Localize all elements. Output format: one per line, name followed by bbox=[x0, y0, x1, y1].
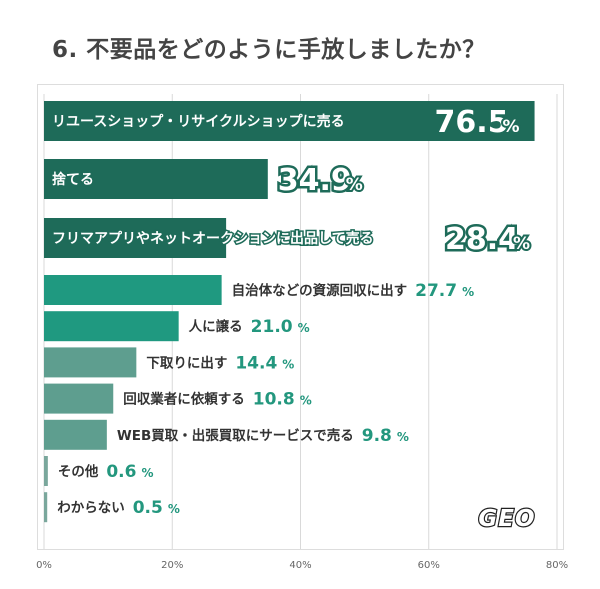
value-unit: % bbox=[346, 175, 363, 195]
value-unit: % bbox=[513, 234, 530, 254]
bar bbox=[44, 419, 107, 450]
bar bbox=[44, 101, 535, 141]
bar bbox=[44, 275, 222, 305]
value-label: 9.8 bbox=[362, 426, 392, 446]
category-label: フリマアプリやネットオークションに出品して売る bbox=[52, 230, 374, 247]
bar bbox=[44, 347, 137, 378]
value-label: 27.7 bbox=[415, 281, 457, 301]
x-tick-label: 20% bbox=[161, 560, 183, 571]
value-unit: % bbox=[141, 466, 153, 480]
bar bbox=[44, 159, 268, 199]
value-unit: % bbox=[503, 117, 520, 137]
x-axis-ticks: 0% 20% 40% 60% 80% bbox=[36, 560, 568, 571]
value-label: 76.5 bbox=[435, 105, 509, 140]
category-label: 人に譲る bbox=[189, 318, 243, 335]
chart-title: 6. 不要品をどのように手放しましたか？ bbox=[52, 37, 486, 63]
geo-logo: GEO bbox=[477, 505, 536, 532]
value-unit: % bbox=[462, 285, 474, 299]
x-tick-label: 60% bbox=[418, 560, 440, 571]
category-label: リユースショップ・リサイクルショップに売る bbox=[52, 113, 345, 130]
value-unit: % bbox=[282, 357, 294, 371]
chart-frame bbox=[37, 84, 564, 550]
x-tick-label: 80% bbox=[546, 560, 568, 571]
value-unit: % bbox=[298, 321, 310, 335]
category-label: その他 bbox=[58, 463, 99, 480]
value-label: 0.6 bbox=[106, 462, 136, 482]
bars bbox=[44, 101, 535, 523]
value-unit: % bbox=[397, 430, 409, 444]
bar bbox=[44, 456, 48, 486]
bar bbox=[44, 218, 227, 258]
category-label: 下取りに出す bbox=[146, 354, 227, 371]
bar bbox=[44, 492, 48, 523]
category-label: 回収業者に依頼する bbox=[123, 391, 245, 408]
bar bbox=[44, 311, 179, 342]
category-label: 捨てる bbox=[52, 171, 94, 188]
value-label: 28.4 bbox=[445, 222, 519, 257]
x-tick-label: 40% bbox=[289, 560, 311, 571]
labels: リユースショップ・リサイクルショップに売る 76.5% 捨てる 34.9% フリマアプリ… bbox=[51, 103, 533, 519]
value-label: 34.9 bbox=[278, 163, 352, 198]
value-label: 10.8 bbox=[253, 390, 295, 410]
value-label: 14.4 bbox=[235, 353, 277, 373]
category-label: わからない bbox=[57, 500, 125, 516]
value-label: 21.0 bbox=[251, 317, 293, 337]
x-tick-label: 0% bbox=[36, 560, 52, 571]
bar bbox=[44, 383, 114, 414]
value-unit: % bbox=[300, 394, 312, 408]
category-label: 自治体などの資源回収に出す bbox=[232, 282, 408, 299]
value-label: 0.5 bbox=[133, 498, 163, 518]
svg-text:GEO: GEO bbox=[478, 506, 535, 532]
category-label: WEB買取・出張買取にサービスで売る bbox=[117, 427, 354, 444]
value-unit: % bbox=[168, 502, 180, 516]
